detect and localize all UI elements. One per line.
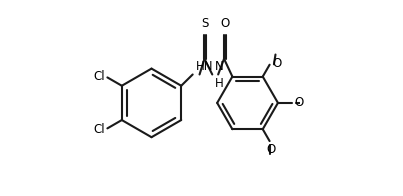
Text: H: H: [215, 77, 224, 90]
Text: O: O: [272, 57, 281, 70]
Text: HN: HN: [195, 60, 213, 73]
Text: O: O: [294, 96, 303, 109]
Text: N: N: [215, 60, 224, 73]
Text: Cl: Cl: [94, 70, 106, 83]
Text: S: S: [202, 17, 209, 30]
Text: O: O: [266, 143, 275, 156]
Text: O: O: [220, 17, 229, 30]
Text: Cl: Cl: [94, 123, 106, 136]
